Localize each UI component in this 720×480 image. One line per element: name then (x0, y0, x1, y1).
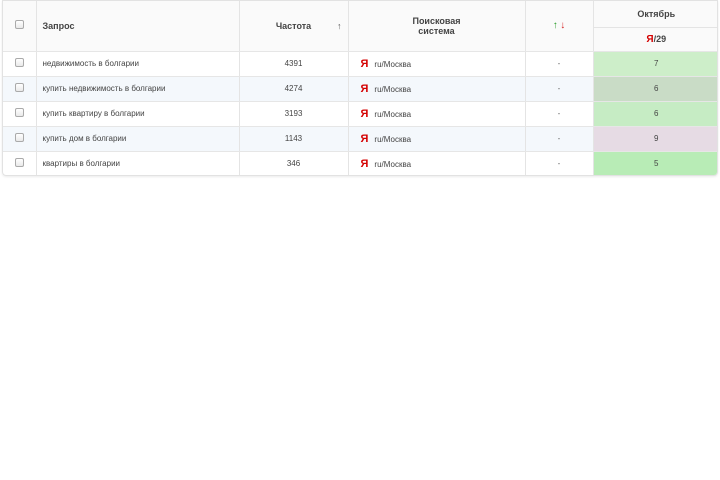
yandex-logo-icon: Я (360, 157, 369, 170)
arrow-down-icon: ↓ (560, 20, 566, 32)
frequency-header-label: Частота (275, 20, 312, 31)
yandex-logo-icon: Я (360, 132, 369, 145)
dynamics-cell: - (525, 76, 594, 102)
search-engine-header-line2: система (418, 25, 455, 36)
query-cell: недвижимость в болгарии (36, 51, 240, 77)
frequency-cell: 4391 (239, 51, 349, 77)
date-label: /29 (653, 33, 667, 44)
position-cell: 5 (593, 151, 717, 175)
position-cell: 9 (593, 126, 717, 152)
yandex-logo-icon: Я (646, 33, 654, 45)
dynamics-cell: - (525, 101, 594, 127)
frequency-cell: 1143 (239, 126, 349, 152)
query-cell: квартиры в болгарии (36, 151, 240, 175)
row-checkbox-cell (3, 76, 37, 102)
position-cell: 6 (593, 101, 717, 127)
search-engine-header-line1: Поисковая (412, 15, 461, 26)
row-checkbox[interactable] (14, 158, 24, 167)
position-cell: 7 (593, 51, 717, 77)
query-cell: купить квартиру в болгарии (36, 101, 240, 127)
query-column-header[interactable]: Запрос (36, 1, 240, 52)
row-checkbox-cell (3, 101, 37, 127)
row-checkbox[interactable] (14, 58, 24, 67)
frequency-cell: 346 (239, 151, 349, 175)
dynamics-column-header[interactable]: ↑ ↓ (525, 1, 594, 52)
search-engine-column-header: Поисковая система (348, 1, 526, 52)
yandex-logo-icon: Я (360, 107, 369, 120)
row-checkbox[interactable] (14, 133, 24, 142)
region-label: ru/Москва (374, 109, 412, 119)
frequency-cell: 4274 (239, 76, 349, 102)
positions-table-container: Запрос Частота ↑ Поисковая система ↑ ↓ О… (2, 0, 718, 176)
frequency-column-header[interactable]: Частота ↑ (239, 1, 349, 52)
select-all-checkbox[interactable] (14, 20, 24, 30)
frequency-cell: 3193 (239, 101, 349, 127)
region-label: ru/Москва (374, 159, 412, 169)
row-checkbox-cell (3, 51, 37, 77)
region-label: ru/Москва (374, 134, 412, 144)
region-label: ru/Москва (374, 59, 412, 69)
row-checkbox[interactable] (14, 83, 24, 92)
query-cell: купить недвижимость в болгарии (36, 76, 240, 102)
position-cell: 6 (593, 76, 717, 102)
positions-table: Запрос Частота ↑ Поисковая система ↑ ↓ О… (3, 1, 717, 175)
region-label: ru/Москва (374, 84, 412, 94)
select-all-cell (3, 1, 37, 52)
month-column-header: Октябрь (593, 1, 717, 28)
date-column-header[interactable]: Я/29 (593, 27, 717, 52)
dynamics-cell: - (525, 51, 594, 77)
yandex-logo-icon: Я (360, 82, 369, 95)
query-cell: купить дом в болгарии (36, 126, 240, 152)
dynamics-cell: - (525, 126, 594, 152)
sort-arrow-icon[interactable]: ↑ (337, 20, 342, 31)
dynamics-cell: - (525, 151, 594, 175)
yandex-logo-icon: Я (360, 57, 369, 70)
row-checkbox-cell (3, 151, 37, 175)
arrow-up-icon: ↑ (552, 20, 558, 32)
row-checkbox[interactable] (14, 108, 24, 117)
row-checkbox-cell (3, 126, 37, 152)
